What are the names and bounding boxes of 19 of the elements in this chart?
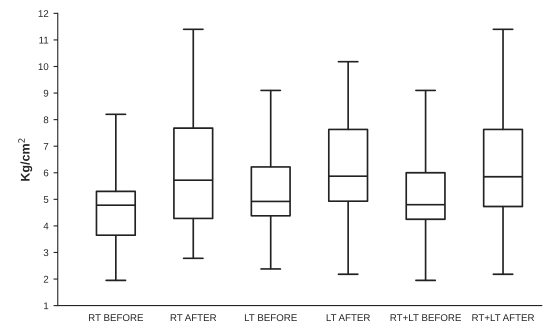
y-tick-label: 11	[39, 36, 48, 44]
y-tick-label: 5	[44, 196, 48, 203]
x-tick-label: LT AFTER	[326, 314, 370, 321]
y-tick-label: 6	[44, 170, 48, 176]
x-tick-label: LT BEFORE	[244, 314, 297, 322]
y-tick-label: 12	[38, 10, 48, 17]
y-tick-label: 4	[44, 222, 48, 230]
x-tick-label: RT BEFORE	[88, 314, 144, 322]
y-tick-label: 7	[44, 143, 48, 150]
x-tick-label: RT+LT BEFORE	[390, 314, 461, 322]
y-tick-label: 9	[44, 90, 48, 97]
y-tick-label: 3	[44, 249, 48, 256]
y-tick-label: 10	[38, 63, 48, 70]
y-tick-label: 8	[44, 116, 48, 124]
y-axis-title: Kg/cm$^{2}$	[18, 138, 32, 181]
y-tick-label: 2	[44, 276, 48, 283]
x-tick-label: RT+LT AFTER	[472, 314, 534, 321]
y-tick-label: 1	[44, 302, 48, 310]
x-tick-label: RT AFTER	[170, 314, 216, 321]
